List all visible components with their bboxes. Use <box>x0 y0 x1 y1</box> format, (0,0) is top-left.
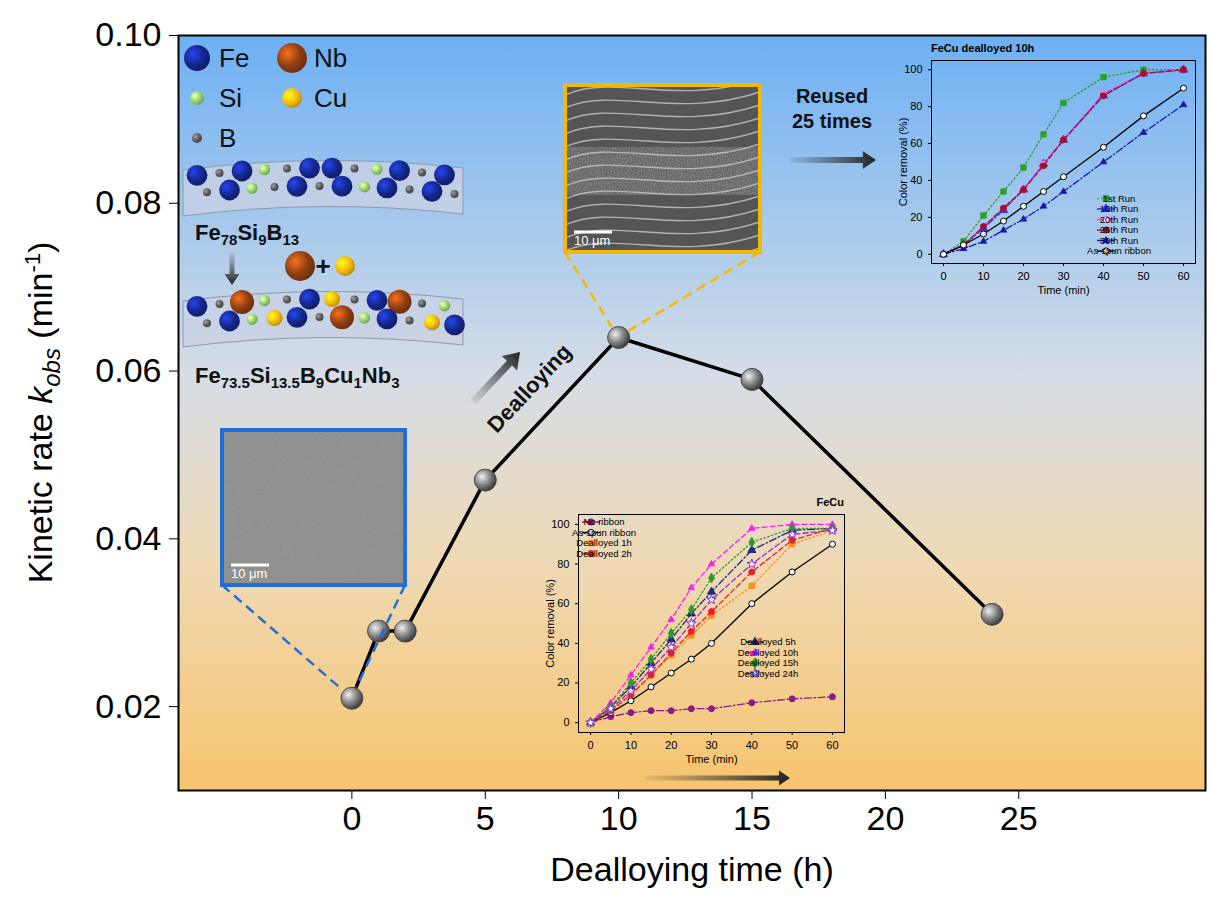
svg-text:Color removal (%): Color removal (%) <box>897 118 909 207</box>
svg-text:0: 0 <box>588 739 594 751</box>
svg-text:B: B <box>219 123 236 153</box>
svg-text:5: 5 <box>476 799 495 837</box>
svg-text:100: 100 <box>551 518 569 530</box>
svg-text:0: 0 <box>342 799 361 837</box>
svg-text:Si: Si <box>219 83 242 113</box>
svg-text:Dealloying time (h): Dealloying time (h) <box>550 850 833 888</box>
svg-text:1st Run: 1st Run <box>1103 193 1136 204</box>
svg-text:80: 80 <box>910 100 922 112</box>
svg-text:Fe: Fe <box>219 43 249 73</box>
svg-text:0.06: 0.06 <box>95 351 161 389</box>
svg-text:20: 20 <box>1017 270 1029 282</box>
svg-text:30: 30 <box>705 739 717 751</box>
svg-text:FeCu: FeCu <box>817 496 845 508</box>
svg-text:20: 20 <box>665 739 677 751</box>
svg-text:0: 0 <box>916 248 922 260</box>
svg-text:Dealloying: Dealloying <box>482 339 576 437</box>
svg-text:15: 15 <box>733 799 771 837</box>
svg-text:25: 25 <box>1000 799 1038 837</box>
svg-text:25th Run: 25th Run <box>1100 224 1139 235</box>
svg-text:0.04: 0.04 <box>95 519 161 557</box>
svg-text:20: 20 <box>910 211 922 223</box>
svg-text:60: 60 <box>910 137 922 149</box>
svg-text:Fe73.5Si13.5B9Cu1Nb3: Fe73.5Si13.5B9Cu1Nb3 <box>195 363 399 391</box>
svg-text:20: 20 <box>557 676 569 688</box>
svg-text:As-spun ribbon: As-spun ribbon <box>572 527 636 538</box>
svg-text:50: 50 <box>786 739 798 751</box>
svg-text:10th Run: 10th Run <box>1100 203 1139 214</box>
svg-text:Color removal (%): Color removal (%) <box>544 579 556 668</box>
svg-text:40: 40 <box>910 174 922 186</box>
svg-text:As-spun ribbon: As-spun ribbon <box>1087 245 1151 256</box>
svg-text:No ribbon: No ribbon <box>583 516 624 527</box>
svg-text:Kinetic rate kobs (min-1): Kinetic rate kobs (min-1) <box>20 242 65 584</box>
svg-text:Cu: Cu <box>314 83 347 113</box>
svg-text:0.08: 0.08 <box>95 183 161 221</box>
svg-text:10: 10 <box>600 799 638 837</box>
svg-text:40: 40 <box>1097 270 1109 282</box>
svg-text:Dealloyed 10h: Dealloyed 10h <box>738 647 799 658</box>
svg-text:Fe78Si9B13: Fe78Si9B13 <box>195 220 299 248</box>
svg-text:Dealloyed 15h: Dealloyed 15h <box>738 657 799 668</box>
svg-text:60: 60 <box>1177 270 1189 282</box>
svg-text:0: 0 <box>940 270 946 282</box>
svg-text:0.10: 0.10 <box>95 15 161 53</box>
svg-text:20th Run: 20th Run <box>1100 214 1139 225</box>
svg-text:30th Run: 30th Run <box>1100 235 1139 246</box>
svg-text:60: 60 <box>826 739 838 751</box>
svg-text:10: 10 <box>625 739 637 751</box>
svg-text:40: 40 <box>746 739 758 751</box>
svg-text:30: 30 <box>1057 270 1069 282</box>
svg-text:0.02: 0.02 <box>95 686 161 724</box>
svg-text:Dealloyed 5h: Dealloyed 5h <box>740 636 795 647</box>
svg-text:Nb: Nb <box>314 43 347 73</box>
svg-text:10 μm: 10 μm <box>231 566 267 581</box>
svg-text:80: 80 <box>557 558 569 570</box>
svg-text:50: 50 <box>1137 270 1149 282</box>
svg-text:+: + <box>315 251 330 281</box>
svg-text:Dealloyed 1h: Dealloyed 1h <box>576 537 631 548</box>
svg-text:100: 100 <box>904 63 922 75</box>
svg-text:10: 10 <box>977 270 989 282</box>
svg-text:10 μm: 10 μm <box>574 233 610 248</box>
svg-text:60: 60 <box>557 597 569 609</box>
svg-text:20: 20 <box>866 799 904 837</box>
svg-text:40: 40 <box>557 637 569 649</box>
svg-text:Reused: Reused <box>796 85 868 107</box>
svg-text:Time (min): Time (min) <box>685 753 737 765</box>
svg-text:FeCu dealloyed 10h: FeCu dealloyed 10h <box>931 42 1035 54</box>
svg-text:25 times: 25 times <box>792 110 872 132</box>
svg-text:Time (min): Time (min) <box>1037 284 1089 296</box>
svg-text:0: 0 <box>563 716 569 728</box>
svg-text:Dealloyed 24h: Dealloyed 24h <box>738 668 799 679</box>
svg-text:Dealloyed 2h: Dealloyed 2h <box>576 548 631 559</box>
